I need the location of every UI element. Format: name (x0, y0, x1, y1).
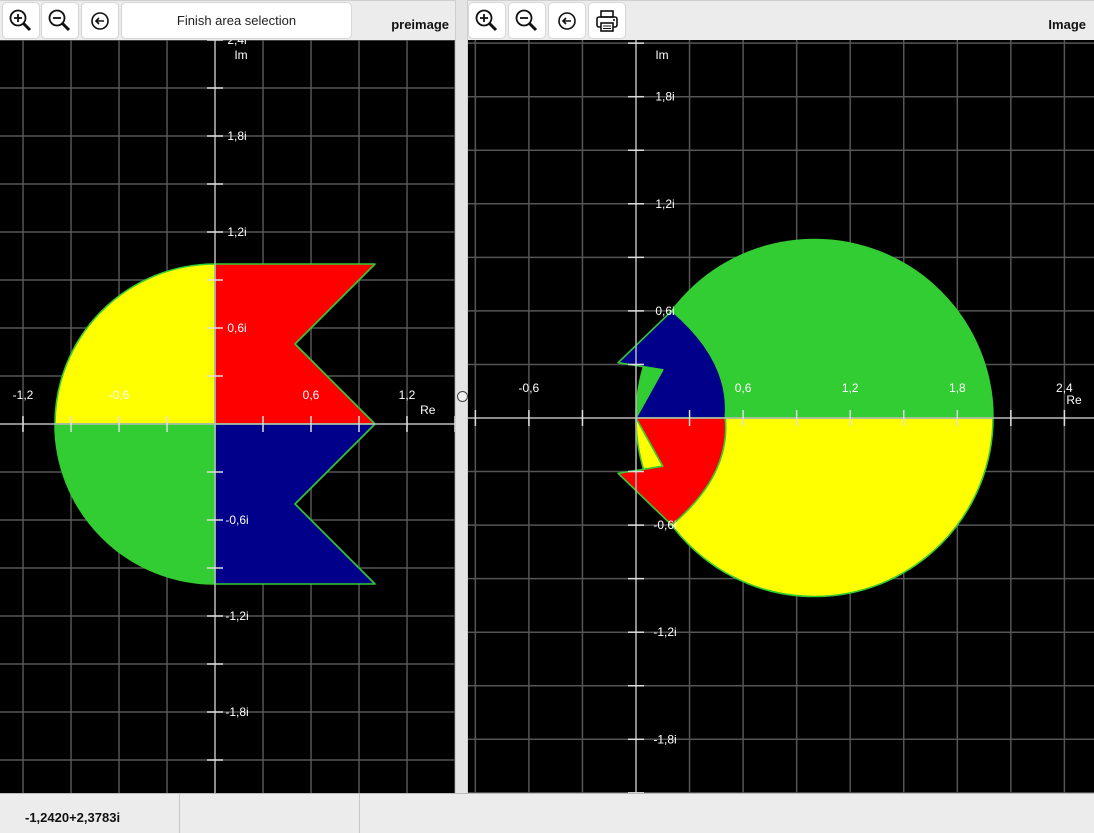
y-tick-label: 0,6i (655, 304, 674, 318)
x-tick-label: -1,2 (13, 388, 34, 402)
zoom-out-button[interactable] (41, 2, 79, 39)
zoom-in-button[interactable] (468, 2, 506, 39)
y-tick-label: -1,8i (653, 732, 676, 746)
y-tick-label: 0,6i (227, 321, 246, 335)
y-tick-label: -1,8i (225, 705, 248, 719)
print-button[interactable] (588, 2, 626, 39)
region-blue (215, 424, 375, 584)
region-green (55, 424, 215, 584)
y-tick-label: 2,4i (227, 40, 246, 47)
x-tick-label: 1,2 (399, 388, 416, 402)
splitter-handle[interactable] (457, 391, 468, 402)
y-tick-label: -0,6i (653, 518, 676, 532)
x-axis-label: Re (1066, 393, 1082, 407)
status-bar: -1,2420+2,3783i (0, 793, 1094, 833)
x-tick-label: 0,6 (303, 388, 320, 402)
y-tick-label: 1,8i (655, 90, 674, 104)
y-tick-label: 1,2i (655, 197, 674, 211)
x-tick-label: 1,8 (949, 381, 966, 395)
zoom-out-icon (48, 9, 71, 31)
x-tick-label: 0,6 (735, 381, 752, 395)
back-arrow-icon (558, 11, 576, 30)
y-tick-label: -0,6i (225, 513, 248, 527)
back-arrow-icon (91, 11, 109, 30)
zoom-in-icon (9, 9, 32, 31)
region-yellow (55, 264, 215, 424)
zoom-out-button[interactable] (508, 2, 546, 39)
image-title: Image (1048, 17, 1086, 32)
x-axis-label: Re (420, 403, 436, 417)
status-cell-2 (180, 794, 360, 833)
zoom-in-icon (475, 9, 498, 31)
zoom-in-button[interactable] (2, 2, 40, 39)
zoom-out-icon (515, 9, 538, 31)
preimage-toolbar: Finish area selection preimage (0, 0, 455, 40)
status-cell-3 (360, 794, 1094, 833)
image-toolbar: Image (468, 0, 1094, 40)
y-axis-label: Im (655, 48, 668, 62)
x-tick-label: -0,6 (519, 381, 540, 395)
y-axis-label: Im (234, 48, 247, 62)
image-canvas[interactable]: -0,6 0,6 1,2 1,8 2,4 1,8i 1,2i 0,6i -0,6i -1,2i -1… (468, 40, 1094, 793)
region-red (618, 418, 726, 525)
preimage-canvas[interactable]: -1,2 -0,6 0,6 1,2 2,4i 1,8i 1,2i 0,6i -0,6i -1,2i… (0, 40, 455, 793)
y-tick-label: -1,2i (225, 609, 248, 623)
x-tick-label: -0,6 (109, 388, 130, 402)
back-button[interactable] (548, 2, 586, 39)
x-tick-label: 2,4 (1056, 381, 1073, 395)
region-red (215, 264, 375, 424)
x-tick-label: 1,2 (842, 381, 859, 395)
coordinate-readout: -1,2420+2,3783i (0, 794, 180, 833)
printer-icon (596, 9, 618, 32)
y-tick-label: -1,2i (653, 625, 676, 639)
panel-splitter[interactable] (455, 0, 468, 793)
y-tick-label: 1,8i (227, 129, 246, 143)
finish-area-selection-button[interactable]: Finish area selection (121, 2, 352, 39)
image-plot[interactable]: -0,6 0,6 1,2 1,8 2,4 1,8i 1,2i 0,6i -0,6i -1,2i -1… (468, 40, 1094, 793)
preimage-plot[interactable]: -1,2 -0,6 0,6 1,2 2,4i 1,8i 1,2i 0,6i -0,6i -1,2i… (0, 40, 455, 793)
y-tick-label: 1,2i (227, 225, 246, 239)
region-blue (618, 311, 726, 418)
regions (618, 240, 993, 597)
preimage-title: preimage (391, 17, 449, 32)
back-button[interactable] (81, 2, 119, 39)
